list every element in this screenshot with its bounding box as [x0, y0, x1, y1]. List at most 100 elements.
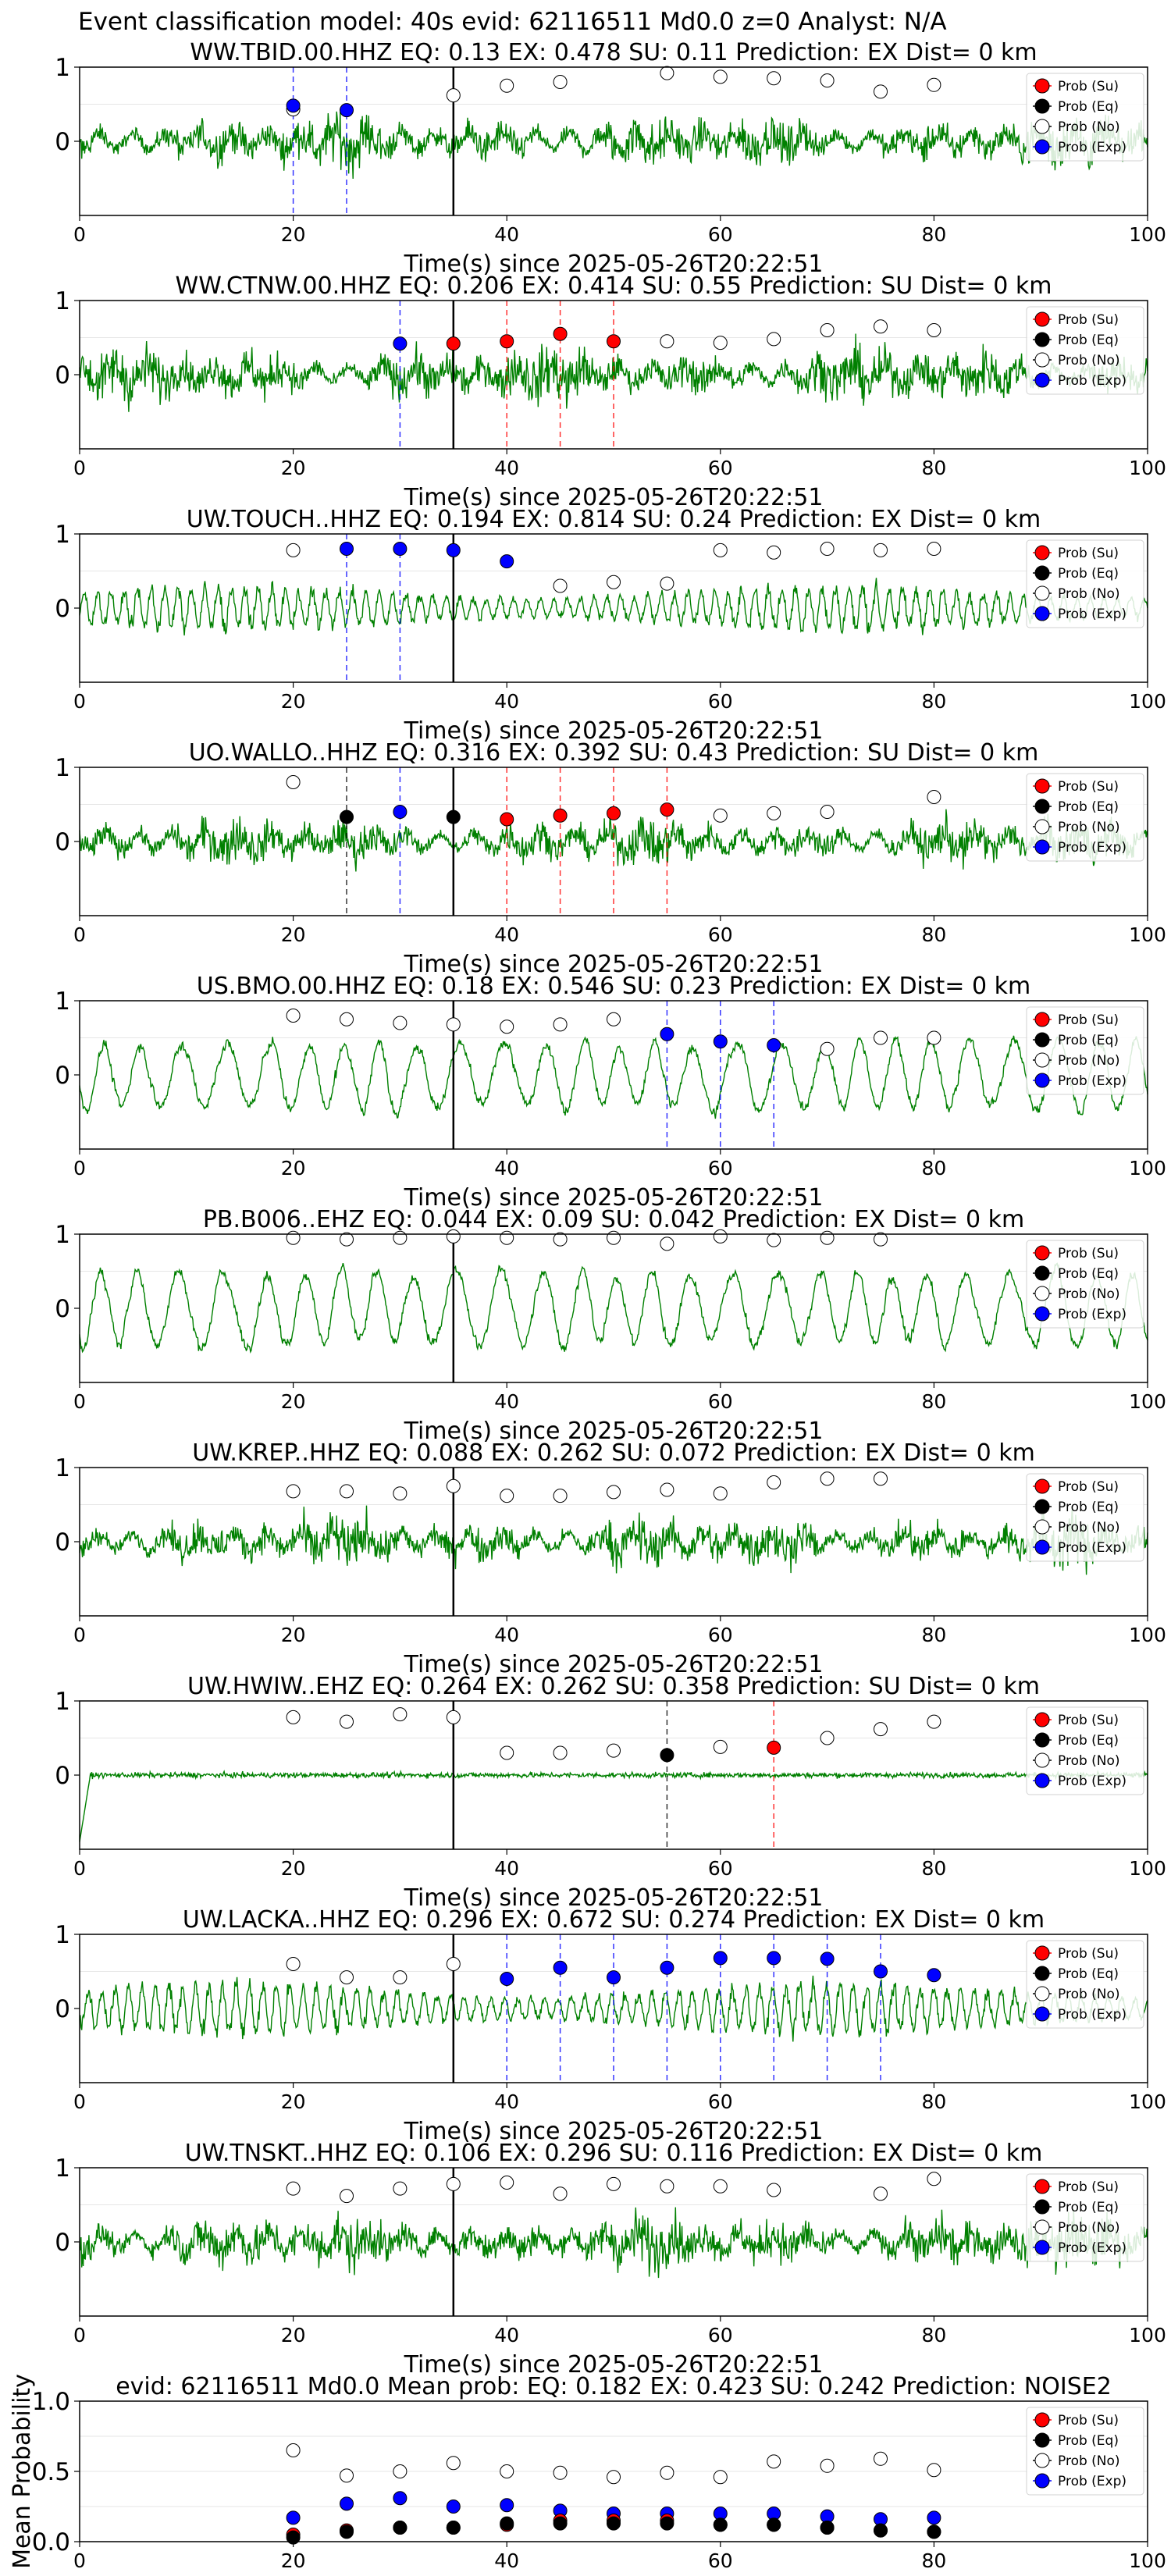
- prob-no-point: [713, 543, 728, 557]
- prob-eq-point: [660, 1748, 674, 1763]
- legend-label: Prob (Su): [1058, 1946, 1119, 1962]
- x-tick-label: 60: [708, 2549, 733, 2572]
- x-tick-label: 40: [494, 1157, 519, 1179]
- waveform-trace: [79, 1769, 1148, 1842]
- prob-no-point: [500, 1019, 514, 1034]
- mean-probability-panel: evid: 62116511 Md0.0 Mean prob: EQ: 0.18…: [9, 2373, 1166, 2572]
- prob-no-point: [874, 319, 888, 334]
- legend-marker: [1034, 1052, 1050, 1068]
- legend-marker: [1034, 778, 1050, 794]
- prob-no-point: [446, 1710, 461, 1724]
- prob-no-point: [607, 1743, 621, 1758]
- prob-no-point: [767, 1475, 781, 1489]
- prob-exp-point: [393, 542, 408, 556]
- legend-label: Prob (No): [1058, 119, 1120, 135]
- prob-no-point: [500, 2176, 514, 2190]
- x-tick-label: 20: [281, 1157, 306, 1179]
- prob-exp-point: [713, 1034, 728, 1049]
- prob-no-point: [553, 1489, 568, 1503]
- legend-marker: [1034, 139, 1050, 155]
- waveform-trace: [79, 111, 1148, 180]
- y-tick-label: 1: [55, 754, 70, 782]
- legend-box: [1026, 73, 1144, 162]
- legend-label: Prob (Su): [1058, 1246, 1119, 1261]
- legend-marker: [1034, 1073, 1050, 1088]
- axes-frame: [79, 533, 1148, 683]
- legend-marker: [1034, 545, 1050, 560]
- panel-title: UW.TNSKT..HHZ EQ: 0.106 EX: 0.296 SU: 0.…: [185, 2140, 1043, 2167]
- legend-box: [1026, 2173, 1144, 2262]
- x-tick-label: 60: [708, 923, 733, 946]
- prob-no-point: [500, 1489, 514, 1503]
- x-axis-label: Time(s) since 2025-05-26T20:22:51: [404, 2351, 824, 2379]
- legend-label: Prob (Exp): [1058, 2007, 1127, 2023]
- y-tick-label: 1: [55, 1454, 70, 1482]
- mean-prob-no-point: [767, 2454, 781, 2469]
- prob-no-point: [553, 578, 568, 593]
- legend-label: Prob (Exp): [1058, 2240, 1127, 2256]
- legend-marker: [1034, 2219, 1050, 2235]
- x-tick-label: 0: [73, 2324, 86, 2347]
- prob-no-point: [767, 2183, 781, 2197]
- legend-box: [1026, 306, 1144, 395]
- x-axis-label: Time(s) since 2025-05-26T20:22:51: [404, 951, 824, 978]
- legend-label: Prob (No): [1058, 1286, 1120, 1302]
- legend-marker: [1034, 1773, 1050, 1788]
- legend-marker: [1034, 606, 1050, 621]
- legend-label: Prob (Eq): [1058, 99, 1119, 115]
- legend-marker: [1034, 839, 1050, 855]
- legend-marker: [1034, 2179, 1050, 2194]
- panel-title: UO.WALLO..HHZ EQ: 0.316 EX: 0.392 SU: 0.…: [189, 739, 1039, 767]
- x-axis-label: Time(s) since 2025-05-26T20:22:51: [404, 484, 824, 511]
- legend-marker: [1034, 2006, 1050, 2022]
- prob-no-point: [500, 78, 514, 93]
- prob-no-point: [393, 1230, 408, 1245]
- axes-frame: [79, 2167, 1148, 2317]
- mean-prob-exp-point: [927, 2510, 941, 2525]
- panel-title: US.BMO.00.HHZ EQ: 0.18 EX: 0.546 SU: 0.2…: [197, 973, 1030, 1000]
- x-tick-label: 40: [494, 1624, 519, 1646]
- prob-exp-point: [340, 542, 354, 556]
- station-panel-3: UO.WALLO..HHZ EQ: 0.316 EX: 0.392 SU: 0.…: [55, 739, 1166, 978]
- mean-prob-exp-point: [340, 2496, 354, 2511]
- prob-no-point: [446, 1229, 461, 1244]
- panel-title: UW.KREP..HHZ EQ: 0.088 EX: 0.262 SU: 0.0…: [192, 1439, 1035, 1467]
- x-tick-label: 80: [921, 1857, 946, 1880]
- prob-exp-point: [767, 1038, 781, 1052]
- station-panel-8: UW.LACKA..HHZ EQ: 0.296 EX: 0.672 SU: 0.…: [55, 1906, 1166, 2145]
- x-tick-label: 80: [921, 1157, 946, 1179]
- station-panel-0: WW.TBID.00.HHZ EQ: 0.13 EX: 0.478 SU: 0.…: [55, 39, 1166, 278]
- y-tick-label: 1: [55, 521, 70, 549]
- prob-no-point: [553, 1017, 568, 1032]
- y-tick-label: 0: [55, 361, 70, 390]
- prob-no-point: [874, 2186, 888, 2201]
- prob-no-point: [340, 1232, 354, 1247]
- prob-no-point: [446, 1478, 461, 1493]
- waveform-trace: [79, 578, 1148, 636]
- x-tick-label: 100: [1129, 1857, 1166, 1880]
- prob-no-point: [927, 77, 941, 92]
- legend-marker: [1034, 98, 1050, 114]
- prob-exp-point: [874, 1964, 888, 1979]
- x-tick-label: 100: [1129, 457, 1166, 479]
- prob-no-point: [820, 805, 835, 819]
- legend-label: Prob (No): [1058, 820, 1120, 835]
- x-tick-label: 100: [1129, 1390, 1166, 1413]
- panel-title: WW.TBID.00.HHZ EQ: 0.13 EX: 0.478 SU: 0.…: [190, 39, 1037, 66]
- axes-frame: [79, 1934, 1148, 2083]
- y-tick-label: 0.5: [32, 2458, 70, 2486]
- prob-no-point: [767, 545, 781, 560]
- prob-no-point: [553, 1232, 568, 1247]
- prob-no-point: [660, 576, 674, 591]
- legend-label: Prob (No): [1058, 2220, 1120, 2236]
- x-tick-label: 80: [921, 2090, 946, 2113]
- prob-eq-point: [446, 809, 461, 824]
- prob-no-point: [553, 1745, 568, 1760]
- y-tick-label: 0: [55, 1062, 70, 1090]
- legend-marker: [1034, 1478, 1050, 1494]
- x-tick-label: 60: [708, 2090, 733, 2113]
- panel-title: UW.HWIW..EHZ EQ: 0.264 EX: 0.262 SU: 0.3…: [187, 1673, 1040, 1700]
- prob-no-point: [874, 1232, 888, 1247]
- prob-exp-point: [340, 103, 354, 118]
- x-tick-label: 20: [281, 2549, 306, 2572]
